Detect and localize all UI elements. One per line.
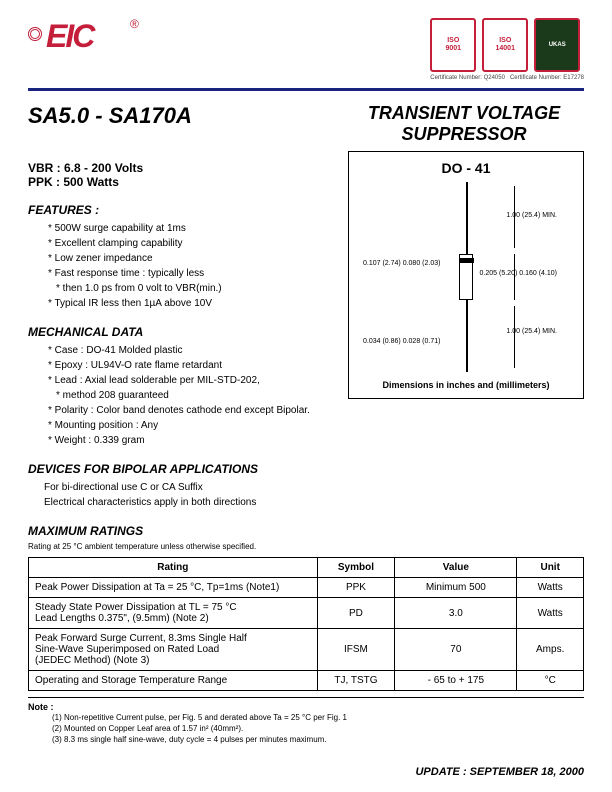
ratings-table: Rating Symbol Value Unit Peak Power Diss… [28, 557, 584, 691]
col-unit: Unit [517, 558, 584, 578]
cell: °C [517, 671, 584, 691]
bipolar-text: For bi-directional use C or CA Suffix El… [28, 480, 584, 510]
diode-outline-drawing: 0.107 (2.74) 0.080 (2.03) 1.00 (25.4) MI… [357, 182, 575, 372]
features-heading: FEATURES : [28, 203, 332, 217]
cert-number: Certificate Number: E17278 [510, 75, 584, 81]
feature-item: Fast response time : typically less [48, 266, 332, 281]
notes-section: Note : (1) Non-repetitive Current pulse,… [28, 697, 584, 746]
package-diagram: DO - 41 0.107 (2.74) 0.080 (2.03) 1.00 (… [348, 151, 584, 399]
table-header-row: Rating Symbol Value Unit [29, 558, 584, 578]
right-column: DO - 41 0.107 (2.74) 0.080 (2.03) 1.00 (… [348, 151, 584, 448]
feature-item: then 1.0 ps from 0 volt to VBR(min.) [48, 281, 332, 296]
table-row: Peak Power Dissipation at Ta = 25 °C, Tp… [29, 578, 584, 598]
brand-logo: EIC ® [28, 18, 139, 58]
certifications: ISO 9001 ISO 14001 UKAS Certificate Numb… [430, 18, 584, 81]
dim-arrow [514, 254, 515, 300]
bipolar-line: Electrical characteristics apply in both… [44, 495, 584, 510]
package-name: DO - 41 [357, 160, 575, 176]
page-header: EIC ® ISO 9001 ISO 14001 UKAS Certificat… [28, 18, 584, 82]
cert-line2: 9001 [445, 45, 461, 53]
cell: TJ, TSTG [317, 671, 395, 691]
col-value: Value [395, 558, 517, 578]
dim-arrow [514, 306, 515, 368]
mech-item: Weight : 0.339 gram [48, 433, 332, 448]
cert-number: Certificate Number: Q24050 [430, 75, 505, 81]
mech-item: Mounting position : Any [48, 418, 332, 433]
cell: Operating and Storage Temperature Range [29, 671, 318, 691]
max-ratings-heading: MAXIMUM RATINGS [28, 524, 584, 538]
bipolar-heading: DEVICES FOR BIPOLAR APPLICATIONS [28, 462, 584, 476]
feature-item: 500W surge capability at 1ms [48, 221, 332, 236]
cell: Minimum 500 [395, 578, 517, 598]
cert-line2: 14001 [496, 45, 515, 53]
cell: Peak Forward Surge Current, 8.3ms Single… [29, 629, 318, 671]
bipolar-line: For bi-directional use C or CA Suffix [44, 480, 584, 495]
mech-item: method 208 guaranteed [48, 388, 332, 403]
cell: Steady State Power Dissipation at TL = 7… [29, 598, 318, 629]
dim-arrow [514, 186, 515, 248]
cert-badge-iso9001: ISO 9001 [430, 18, 476, 72]
mechanical-heading: MECHANICAL DATA [28, 325, 332, 339]
mech-item: Epoxy : UL94V-O rate flame retardant [48, 358, 332, 373]
mech-item: Lead : Axial lead solderable per MIL-STD… [48, 373, 332, 388]
table-row: Peak Forward Surge Current, 8.3ms Single… [29, 629, 584, 671]
cell: IFSM [317, 629, 395, 671]
col-symbol: Symbol [317, 558, 395, 578]
col-rating: Rating [29, 558, 318, 578]
cell: PD [317, 598, 395, 629]
note-item: (1) Non-repetitive Current pulse, per Fi… [52, 712, 584, 723]
note-item: (3) 8.3 ms single half sine-wave, duty c… [52, 734, 584, 745]
notes-list: (1) Non-repetitive Current pulse, per Fi… [28, 712, 584, 746]
cell: Peak Power Dissipation at Ta = 25 °C, Tp… [29, 578, 318, 598]
left-column: VBR : 6.8 - 200 Volts PPK : 500 Watts FE… [28, 151, 332, 448]
note-item: (2) Mounted on Copper Leaf area of 1.57 … [52, 723, 584, 734]
key-specs: VBR : 6.8 - 200 Volts PPK : 500 Watts [28, 161, 332, 189]
notes-heading: Note : [28, 702, 584, 712]
diode-body [459, 254, 473, 300]
registered-mark: ® [130, 17, 139, 31]
mech-item: Case : DO-41 Molded plastic [48, 343, 332, 358]
max-ratings-note: Rating at 25 °C ambient temperature unle… [28, 542, 584, 551]
cert-line1: ISO [447, 37, 459, 45]
cell: Watts [517, 578, 584, 598]
cert-badge-ukas: UKAS [534, 18, 580, 72]
cert-line1: ISO [499, 37, 511, 45]
cell: PPK [317, 578, 395, 598]
header-rule [28, 88, 584, 91]
dim-lead-dia: 0.034 (0.86) 0.028 (0.71) [363, 338, 423, 345]
feature-item: Low zener impedance [48, 251, 332, 266]
vbr-spec: VBR : 6.8 - 200 Volts [28, 161, 332, 175]
cell: Watts [517, 598, 584, 629]
update-date: UPDATE : SEPTEMBER 18, 2000 [415, 766, 584, 778]
cert-badge-iso14001: ISO 14001 [482, 18, 528, 72]
cell: 3.0 [395, 598, 517, 629]
ppk-spec: PPK : 500 Watts [28, 175, 332, 189]
cell: - 65 to + 175 [395, 671, 517, 691]
part-number-title: SA5.0 - SA170A [28, 103, 192, 129]
cathode-band [460, 258, 474, 263]
mechanical-list: Case : DO-41 Molded plastic Epoxy : UL94… [28, 343, 332, 448]
cell: Amps. [517, 629, 584, 671]
features-list: 500W surge capability at 1ms Excellent c… [28, 221, 332, 311]
cell: 70 [395, 629, 517, 671]
table-row: Operating and Storage Temperature Range … [29, 671, 584, 691]
logo-ring-icon [28, 27, 42, 41]
product-title: TRANSIENT VOLTAGE SUPPRESSOR [344, 103, 584, 145]
ratings-body: Peak Power Dissipation at Ta = 25 °C, Tp… [29, 578, 584, 691]
dim-body-len: 0.205 (5.20) 0.160 (4.10) [480, 270, 557, 277]
feature-item: Excellent clamping capability [48, 236, 332, 251]
table-row: Steady State Power Dissipation at TL = 7… [29, 598, 584, 629]
feature-item: Typical IR less then 1µA above 10V [48, 296, 332, 311]
dimension-caption: Dimensions in inches and (millimeters) [357, 380, 575, 390]
cert-numbers: Certificate Number: Q24050 Certificate N… [430, 75, 584, 81]
dim-body-dia: 0.107 (2.74) 0.080 (2.03) [363, 260, 423, 267]
logo-text: EIC [46, 18, 126, 58]
main-content: VBR : 6.8 - 200 Volts PPK : 500 Watts FE… [28, 151, 584, 448]
title-row: SA5.0 - SA170A TRANSIENT VOLTAGE SUPPRES… [28, 103, 584, 145]
mech-item: Polarity : Color band denotes cathode en… [48, 403, 332, 418]
